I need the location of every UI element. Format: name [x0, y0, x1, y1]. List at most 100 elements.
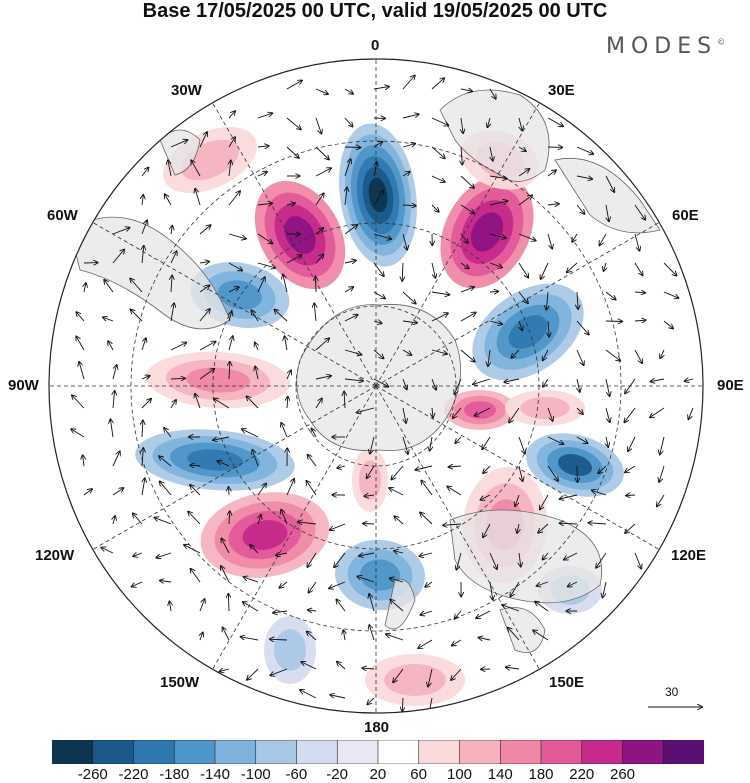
wind-vector: [634, 552, 641, 569]
wind-vector: [72, 395, 85, 409]
wind-vector: [651, 379, 665, 382]
wind-vector: [315, 88, 328, 94]
wind-vector: [133, 513, 143, 525]
wind-vector: [431, 175, 445, 182]
wind-vector: [131, 310, 143, 322]
wind-vector: [244, 577, 259, 583]
wind-vector: [171, 276, 172, 293]
wind-vector: [329, 581, 346, 588]
wind-vector: [344, 315, 358, 322]
meridian-line: [212, 102, 377, 387]
wind-vector: [547, 436, 563, 444]
wind-vector: [577, 378, 580, 392]
colorbar-swatch: [92, 740, 135, 764]
wind-vector: [195, 189, 201, 206]
wind-vector: [257, 262, 275, 268]
wind-vector: [315, 228, 323, 235]
wind-vector: [228, 111, 235, 119]
wind-vector: [142, 448, 143, 467]
wind-vector: [199, 369, 214, 380]
wind-vector: [142, 246, 144, 264]
wind-vector: [548, 320, 549, 337]
wind-vector: [663, 262, 677, 276]
wind-vector: [373, 349, 384, 358]
wind-vector: [447, 487, 462, 496]
wind-vector: [199, 342, 216, 351]
wind-vector: [460, 233, 468, 243]
wind-vectors: [71, 76, 694, 713]
wind-vector: [280, 581, 288, 588]
wind-vector: [431, 146, 445, 158]
wind-vector: [660, 349, 664, 358]
wind-vector: [273, 611, 288, 613]
wind-vector: [250, 545, 259, 554]
wind-vector: [488, 349, 490, 366]
wind-vector: [286, 80, 302, 90]
wind-vector: [605, 349, 620, 361]
colorbar-tick-label: 100: [447, 766, 473, 783]
wind-vector: [543, 378, 549, 387]
colorbar-tick-label: 260: [610, 766, 636, 783]
wind-vector: [315, 338, 329, 351]
wind-vector: [605, 321, 622, 322]
wind-vector: [286, 146, 299, 158]
wind-vector: [132, 581, 143, 587]
map-frame: [48, 58, 704, 714]
colorbar-swatch: [296, 740, 338, 764]
wind-vector: [308, 455, 317, 467]
wind-vector: [421, 481, 433, 496]
wind-vector: [460, 349, 475, 362]
colorbar-tick-label: 180: [528, 766, 554, 783]
land-area: [449, 509, 602, 604]
wind-vector: [344, 225, 357, 235]
wind-vector: [285, 336, 288, 351]
wind-vector: [576, 146, 593, 154]
wind-vector: [228, 137, 235, 148]
wind-vector: [518, 291, 528, 303]
wind-vector: [344, 349, 362, 355]
wind-vector: [217, 461, 230, 467]
wind-vector: [79, 362, 85, 380]
wind-vector: [518, 195, 532, 206]
wind-vector: [113, 391, 115, 409]
wind-vector: [315, 193, 324, 206]
wind-vector: [403, 407, 406, 423]
wind-vector: [101, 548, 114, 554]
wind-vector: [431, 378, 436, 390]
wind-vector: [625, 378, 636, 393]
colorbar-tick-label: 140: [487, 766, 513, 783]
wind-vector: [112, 250, 124, 264]
wind-vector: [309, 581, 317, 593]
colorbar-tick-label: -140: [200, 766, 231, 783]
colorbar-tick-label: -100: [240, 766, 271, 783]
colorbar-swatch: [173, 740, 216, 764]
wind-vector: [460, 287, 474, 293]
wind-vector: [141, 220, 147, 235]
wind-vector: [286, 255, 301, 264]
wind-vector: [374, 162, 377, 177]
wind-vector: [283, 275, 288, 293]
wind-vector: [113, 516, 115, 525]
wind-vector: [431, 313, 448, 322]
wind-vector: [599, 233, 607, 245]
wind-vector: [538, 523, 549, 533]
wind-vector: [511, 349, 520, 358]
wind-vector: [165, 194, 172, 206]
wind-vector: [391, 465, 404, 480]
wind-vector: [576, 407, 583, 414]
wind-vector: [257, 233, 272, 244]
wind-vector: [344, 88, 353, 94]
colorbar-tick-label: -20: [326, 766, 348, 783]
wind-vector: [419, 553, 433, 556]
wind-vector: [489, 552, 497, 569]
lon-label-90w: 90W: [8, 377, 39, 394]
wind-vector: [685, 379, 694, 381]
wind-vector: [431, 78, 444, 90]
wind-vector: [428, 668, 433, 687]
land-area: [69, 216, 231, 330]
wind-vector: [373, 233, 391, 239]
graticule: [49, 59, 703, 713]
wind-vector: [199, 599, 205, 612]
wind-vector: [83, 455, 84, 467]
wind-vector: [430, 436, 432, 451]
